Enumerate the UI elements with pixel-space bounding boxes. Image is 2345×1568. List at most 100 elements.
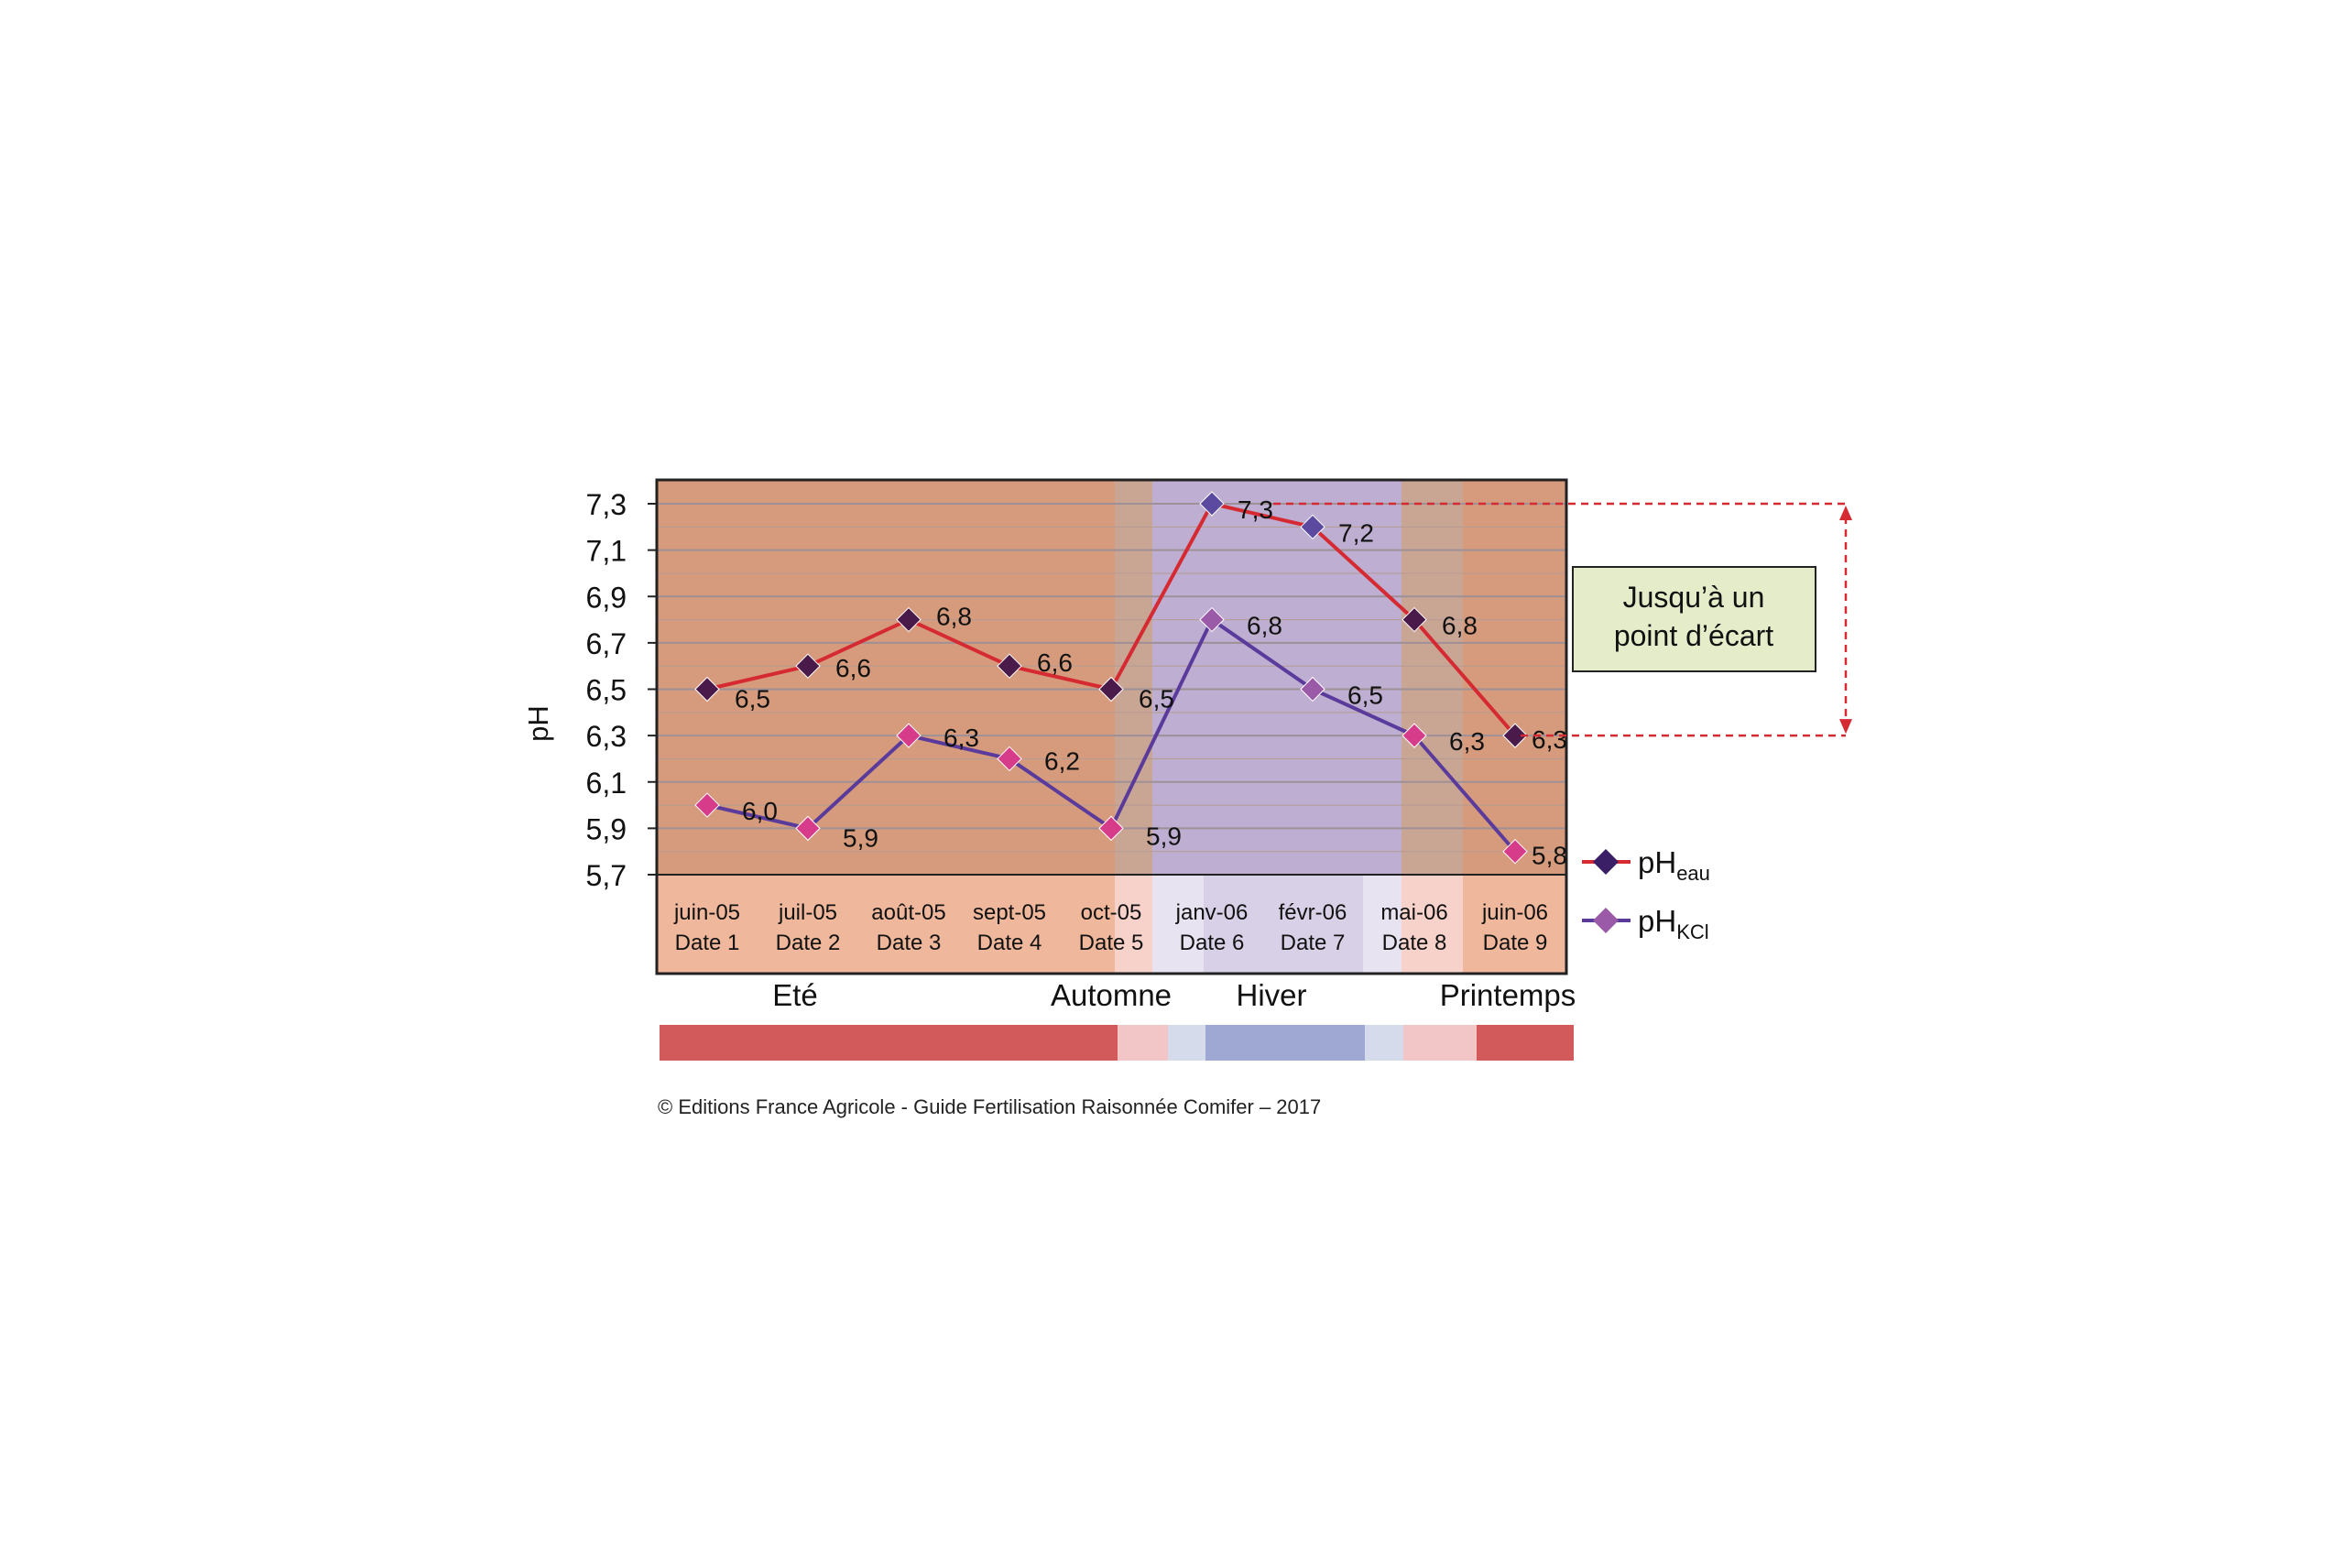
season-labels: Eté Automne Hiver Printemps: [772, 978, 1576, 1012]
annotation-arrow-up: [1839, 506, 1852, 520]
label-region-4: [1204, 875, 1363, 974]
series-lines: [694, 491, 1528, 865]
season-color-band: [660, 1025, 1574, 1061]
x-tick-month-1: juin-05: [673, 900, 740, 925]
band-segment-2: [1118, 1025, 1168, 1061]
series-2-marker-8: [1402, 723, 1427, 748]
x-tick-month-5: oct-05: [1081, 900, 1142, 925]
series-1-marker-4: [997, 653, 1022, 679]
y-tick-label-4: 6,7: [586, 627, 627, 660]
y-axis-label: pH: [522, 705, 554, 742]
legend-label-1: pHeau: [1638, 845, 1710, 885]
series-1-label-3: 6,8: [936, 603, 972, 631]
x-tick-month-2: juil-05: [778, 900, 837, 925]
x-tick-date-7: Date 7: [1281, 931, 1346, 955]
bg-region-5: [1363, 480, 1402, 875]
legend-label-main-1: pH: [1638, 845, 1676, 879]
band-segment-4: [1205, 1025, 1365, 1061]
series-1-label-7: 7,2: [1338, 518, 1374, 547]
band-segment-1: [660, 1025, 1118, 1061]
series-2-marker-1: [694, 792, 720, 818]
season-label-2: Automne: [1051, 978, 1172, 1012]
x-tick-month-4: sept-05: [973, 900, 1046, 925]
annotation-arrow-down: [1839, 719, 1852, 735]
series-2-label-3: 6,3: [943, 724, 979, 752]
bg-region-6: [1402, 480, 1463, 875]
season-label-4: Printemps: [1440, 978, 1576, 1012]
bg-region-2: [1115, 480, 1152, 875]
x-tick-date-8: Date 8: [1382, 931, 1447, 955]
legend-label-2: pHKCl: [1638, 904, 1709, 943]
series-1-marker-3: [896, 606, 922, 633]
x-tick-month-8: mai-06: [1380, 900, 1447, 925]
series-2-marker-6: [1199, 606, 1225, 633]
series-2-label-4: 6,2: [1044, 746, 1080, 775]
y-tick-label-7: 6,1: [586, 767, 627, 800]
band-segment-7: [1477, 1025, 1574, 1061]
series-1-marker-7: [1300, 514, 1325, 540]
x-tick-month-3: août-05: [871, 900, 945, 925]
copyright-credit: © Editions France Agricole - Guide Ferti…: [658, 1095, 1322, 1118]
y-tick-label-6: 6,3: [586, 720, 627, 753]
label-region-7: [1463, 875, 1566, 974]
series-2-label-6: 6,8: [1247, 612, 1282, 640]
data-labels: 6,5 6,6 6,8 6,6 6,5 7,3 7,2 6,8 6,3 6,0 5,9 6,3 6,2 5…: [735, 495, 1567, 870]
season-background: [657, 480, 1566, 974]
y-tick-label-2: 7,1: [586, 535, 627, 568]
y-tick-label-5: 6,5: [586, 674, 627, 707]
y-tick-label-3: 6,9: [586, 581, 627, 614]
series-2-marker-3: [896, 723, 922, 748]
legend-label-sub-1: eau: [1676, 862, 1710, 885]
x-tick-date-9: Date 9: [1483, 931, 1548, 955]
series-2-label-9: 5,8: [1532, 842, 1567, 870]
legend-label-main-2: pH: [1638, 904, 1676, 938]
season-label-1: Eté: [772, 978, 818, 1012]
series-2-label-7: 6,5: [1347, 681, 1383, 710]
band-segment-5: [1365, 1025, 1403, 1061]
bg-region-4: [1204, 480, 1363, 875]
x-tick-month-9: juin-06: [1481, 900, 1548, 925]
series-1-label-1: 6,5: [735, 685, 770, 713]
annotation-box: [1572, 566, 1816, 672]
label-region-6: [1402, 875, 1463, 974]
series-2-label-2: 5,9: [843, 823, 878, 852]
series-1-label-8: 6,8: [1442, 612, 1478, 640]
x-tick-month-7: févr-06: [1279, 900, 1347, 925]
season-label-3: Hiver: [1236, 978, 1306, 1012]
x-tick-date-4: Date 4: [977, 931, 1042, 955]
series-1-marker-1: [694, 676, 720, 702]
series-1-label-6: 7,3: [1238, 495, 1273, 524]
series-1-marker-6: [1199, 491, 1225, 517]
label-region-1: [657, 875, 1115, 974]
gap-annotation: Jusqu’à un point d’écart: [1273, 502, 1852, 737]
annotation-text-line-2: point d’écart: [1614, 619, 1773, 652]
y-tick-label-8: 5,9: [586, 812, 627, 845]
x-tick-date-5: Date 5: [1079, 931, 1144, 955]
band-segment-6: [1403, 1025, 1477, 1061]
y-tick-label-1: 7,3: [586, 488, 627, 521]
series-2-marker-7: [1300, 676, 1325, 702]
series-2-marker-4: [997, 746, 1022, 772]
bg-region-1: [657, 480, 1115, 875]
legend-marker-1: [1593, 849, 1619, 875]
series-1-label-2: 6,6: [835, 654, 871, 682]
series-2-label-1: 6,0: [742, 797, 778, 825]
x-tick-date-3: Date 3: [877, 931, 942, 955]
legend-label-sub-2: KCl: [1676, 920, 1708, 943]
x-tick-date-6: Date 6: [1180, 931, 1245, 955]
bg-region-3: [1152, 480, 1204, 875]
series-2-label-5: 5,9: [1146, 822, 1182, 850]
series-1-label-9: 6,3: [1532, 725, 1567, 754]
series-2-marker-2: [795, 815, 821, 842]
annotation-text-line-1: Jusqu’à un: [1623, 581, 1765, 614]
label-region-5: [1363, 875, 1402, 974]
legend-marker-2: [1593, 908, 1619, 933]
band-segment-3: [1168, 1025, 1205, 1061]
y-axis-ticks: 7,3 7,1 6,9 6,7 6,5 6,3 6,1 5,9 5,7: [586, 488, 657, 892]
plot-border: [655, 478, 1568, 975]
x-tick-month-6: janv-06: [1175, 900, 1249, 925]
x-tick-date-1: Date 1: [675, 931, 740, 955]
x-axis-ticks: juin-05 Date 1 juil-05 Date 2 août-05 Date 3 s…: [673, 900, 1548, 955]
